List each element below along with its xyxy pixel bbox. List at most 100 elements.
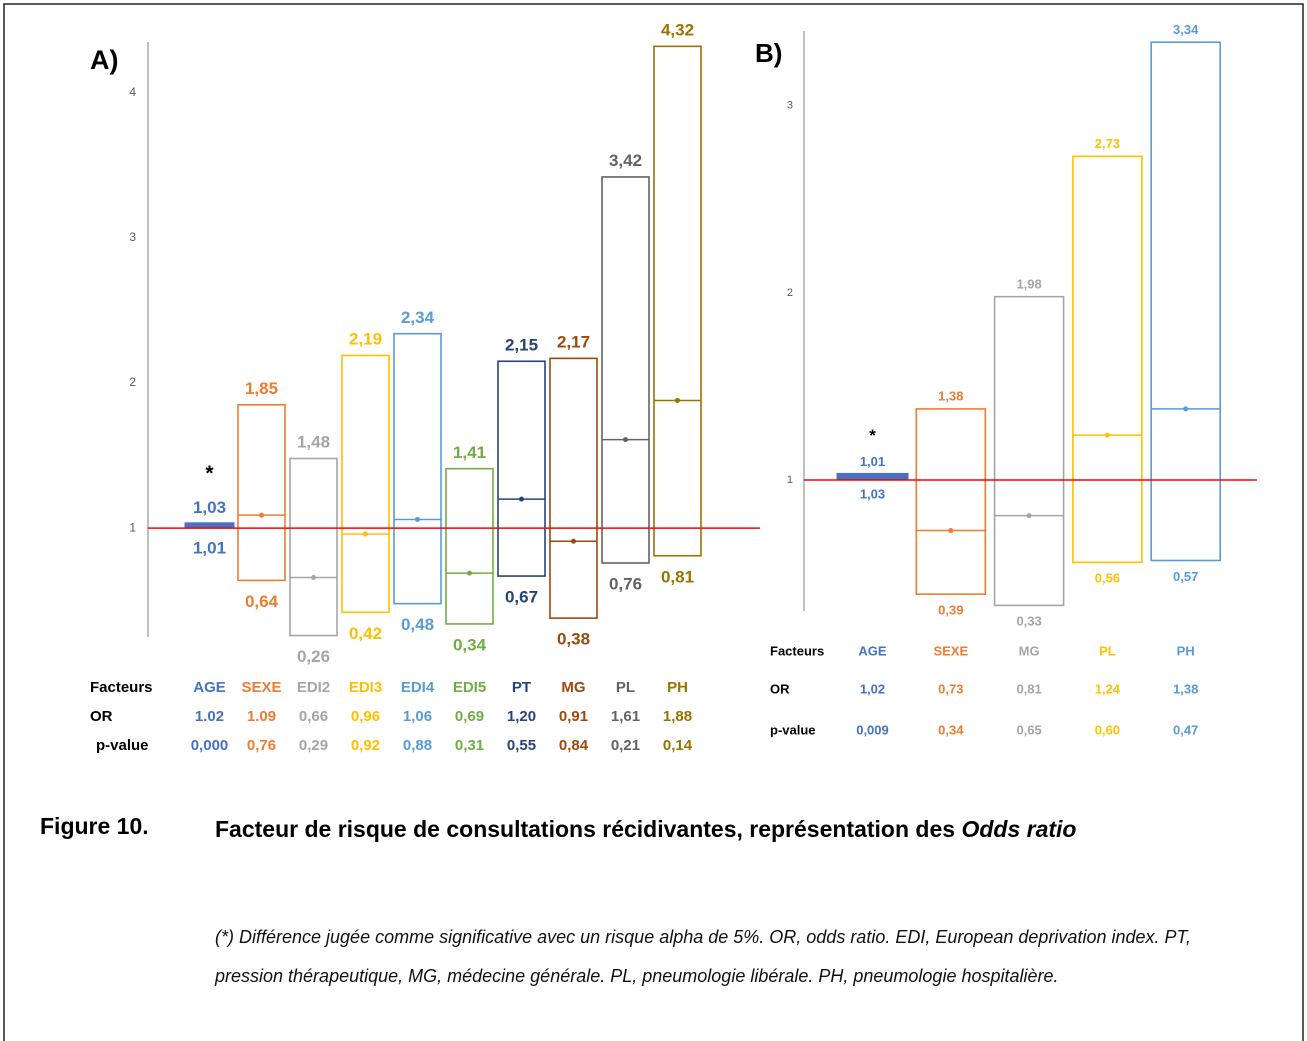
table-p-value: 0,60	[1095, 722, 1120, 737]
upper-label: 2,17	[557, 333, 590, 352]
table-p-value: 0,21	[611, 737, 640, 754]
table-or: 1,38	[1173, 681, 1198, 696]
lower-label: 0,34	[453, 636, 487, 655]
table-factor: EDI2	[297, 679, 330, 696]
lower-label: 0,39	[938, 602, 963, 617]
interval-box	[341, 354, 390, 614]
y-tick-label: 3	[787, 100, 793, 112]
table-or: 0,73	[938, 681, 963, 696]
upper-label: 4,32	[661, 21, 694, 40]
interval-box	[393, 332, 442, 605]
interval-box	[1072, 155, 1143, 564]
table-p-value: 0,31	[455, 737, 484, 754]
y-tick-label: 3	[129, 230, 136, 244]
odds-ratio-point	[467, 570, 472, 576]
odds-ratio-point	[571, 538, 576, 544]
row-header: Facteurs	[90, 679, 153, 696]
lower-label: 0,67	[505, 588, 538, 607]
odds-ratio-point	[948, 528, 954, 534]
upper-label: 2,19	[349, 330, 382, 349]
table-factor: PL	[1099, 643, 1116, 658]
significance-marker: *	[869, 426, 876, 445]
lower-label: 0,26	[297, 647, 330, 666]
lower-label: 0,81	[661, 567, 694, 586]
figure-number: Figure 10.	[40, 813, 149, 839]
lower-label: 1,01	[193, 538, 226, 557]
upper-label: 3,42	[609, 151, 642, 170]
figure-title: Facteur de risque de consultations récid…	[215, 813, 1245, 845]
table-p-value: 0,65	[1016, 722, 1041, 737]
lower-label: 0,76	[609, 575, 642, 594]
odds-ratio-point	[259, 512, 264, 518]
table-or: 0,81	[1016, 681, 1041, 696]
row-header: Facteurs	[770, 643, 824, 658]
upper-label: 1,38	[938, 389, 963, 404]
interval-box	[549, 357, 598, 619]
lower-label: 0,42	[349, 624, 382, 643]
upper-label: 1,01	[860, 454, 885, 469]
interval-box	[993, 295, 1065, 607]
odds-ratio-point	[623, 437, 628, 443]
row-header: p-value	[96, 737, 149, 754]
interval-box	[445, 467, 494, 625]
table-factor: PH	[667, 679, 688, 696]
table-factor: AGE	[858, 643, 887, 658]
table-p-value: 0,92	[351, 737, 380, 754]
table-p-value: 0,29	[299, 737, 328, 754]
table-factor: EDI3	[349, 679, 382, 696]
y-tick-label: 2	[787, 287, 793, 299]
upper-label: 2,34	[401, 308, 435, 327]
table-factor: PH	[1177, 643, 1195, 658]
table-factor: SEXE	[933, 643, 968, 658]
table-p-value: 0,88	[403, 737, 432, 754]
table-or: 0,91	[559, 708, 588, 725]
y-tick-label: 1	[787, 474, 793, 486]
odds-ratio-point	[207, 522, 212, 528]
interval-box	[653, 45, 702, 557]
odds-ratio-point	[1026, 513, 1032, 519]
table-or: 1,06	[403, 708, 432, 725]
upper-label: 3,34	[1173, 22, 1199, 37]
upper-label: 1,98	[1016, 276, 1041, 291]
lower-label: 1,03	[860, 486, 885, 501]
figure-title-emphasis: Odds ratio	[961, 816, 1077, 842]
odds-ratio-point	[870, 473, 875, 479]
odds-ratio-point	[519, 496, 524, 502]
interval-box	[497, 360, 546, 577]
interval-box	[289, 457, 338, 637]
table-factor: PL	[616, 679, 635, 696]
lower-label: 0,57	[1173, 569, 1198, 584]
panel-label: A)	[90, 45, 119, 75]
upper-label: 1,03	[193, 498, 226, 517]
lower-label: 0,64	[245, 592, 279, 611]
odds-ratio-point	[1183, 406, 1189, 412]
y-tick-label: 4	[129, 85, 136, 99]
upper-label: 1,85	[245, 379, 278, 398]
odds-ratio-point	[311, 575, 316, 580]
table-factor: EDI5	[453, 679, 486, 696]
table-or: 1,20	[507, 708, 536, 725]
interval-box	[237, 404, 286, 582]
table-or: 0,69	[455, 708, 484, 725]
panel-label: B)	[755, 38, 782, 68]
table-factor: PT	[512, 679, 531, 696]
table-or: 1,24	[1095, 681, 1121, 696]
odds-ratio-point	[415, 516, 420, 522]
table-p-value: 0,55	[507, 737, 536, 754]
table-factor: AGE	[193, 679, 226, 696]
y-tick-label: 2	[129, 375, 136, 389]
row-header: p-value	[770, 722, 816, 737]
interval-box	[915, 408, 987, 595]
interval-box	[601, 176, 650, 564]
table-p-value: 0,34	[938, 722, 964, 737]
table-factor: EDI4	[401, 679, 435, 696]
odds-ratio-point	[675, 397, 680, 403]
odds-ratio-point	[1104, 432, 1110, 438]
table-or: 1,88	[663, 708, 692, 725]
table-factor: SEXE	[241, 679, 281, 696]
table-or: 1,02	[860, 681, 885, 696]
figure-title-text: Facteur de risque de consultations récid…	[215, 816, 962, 842]
lower-label: 0,56	[1095, 571, 1120, 586]
table-p-value: 0,000	[191, 737, 229, 754]
